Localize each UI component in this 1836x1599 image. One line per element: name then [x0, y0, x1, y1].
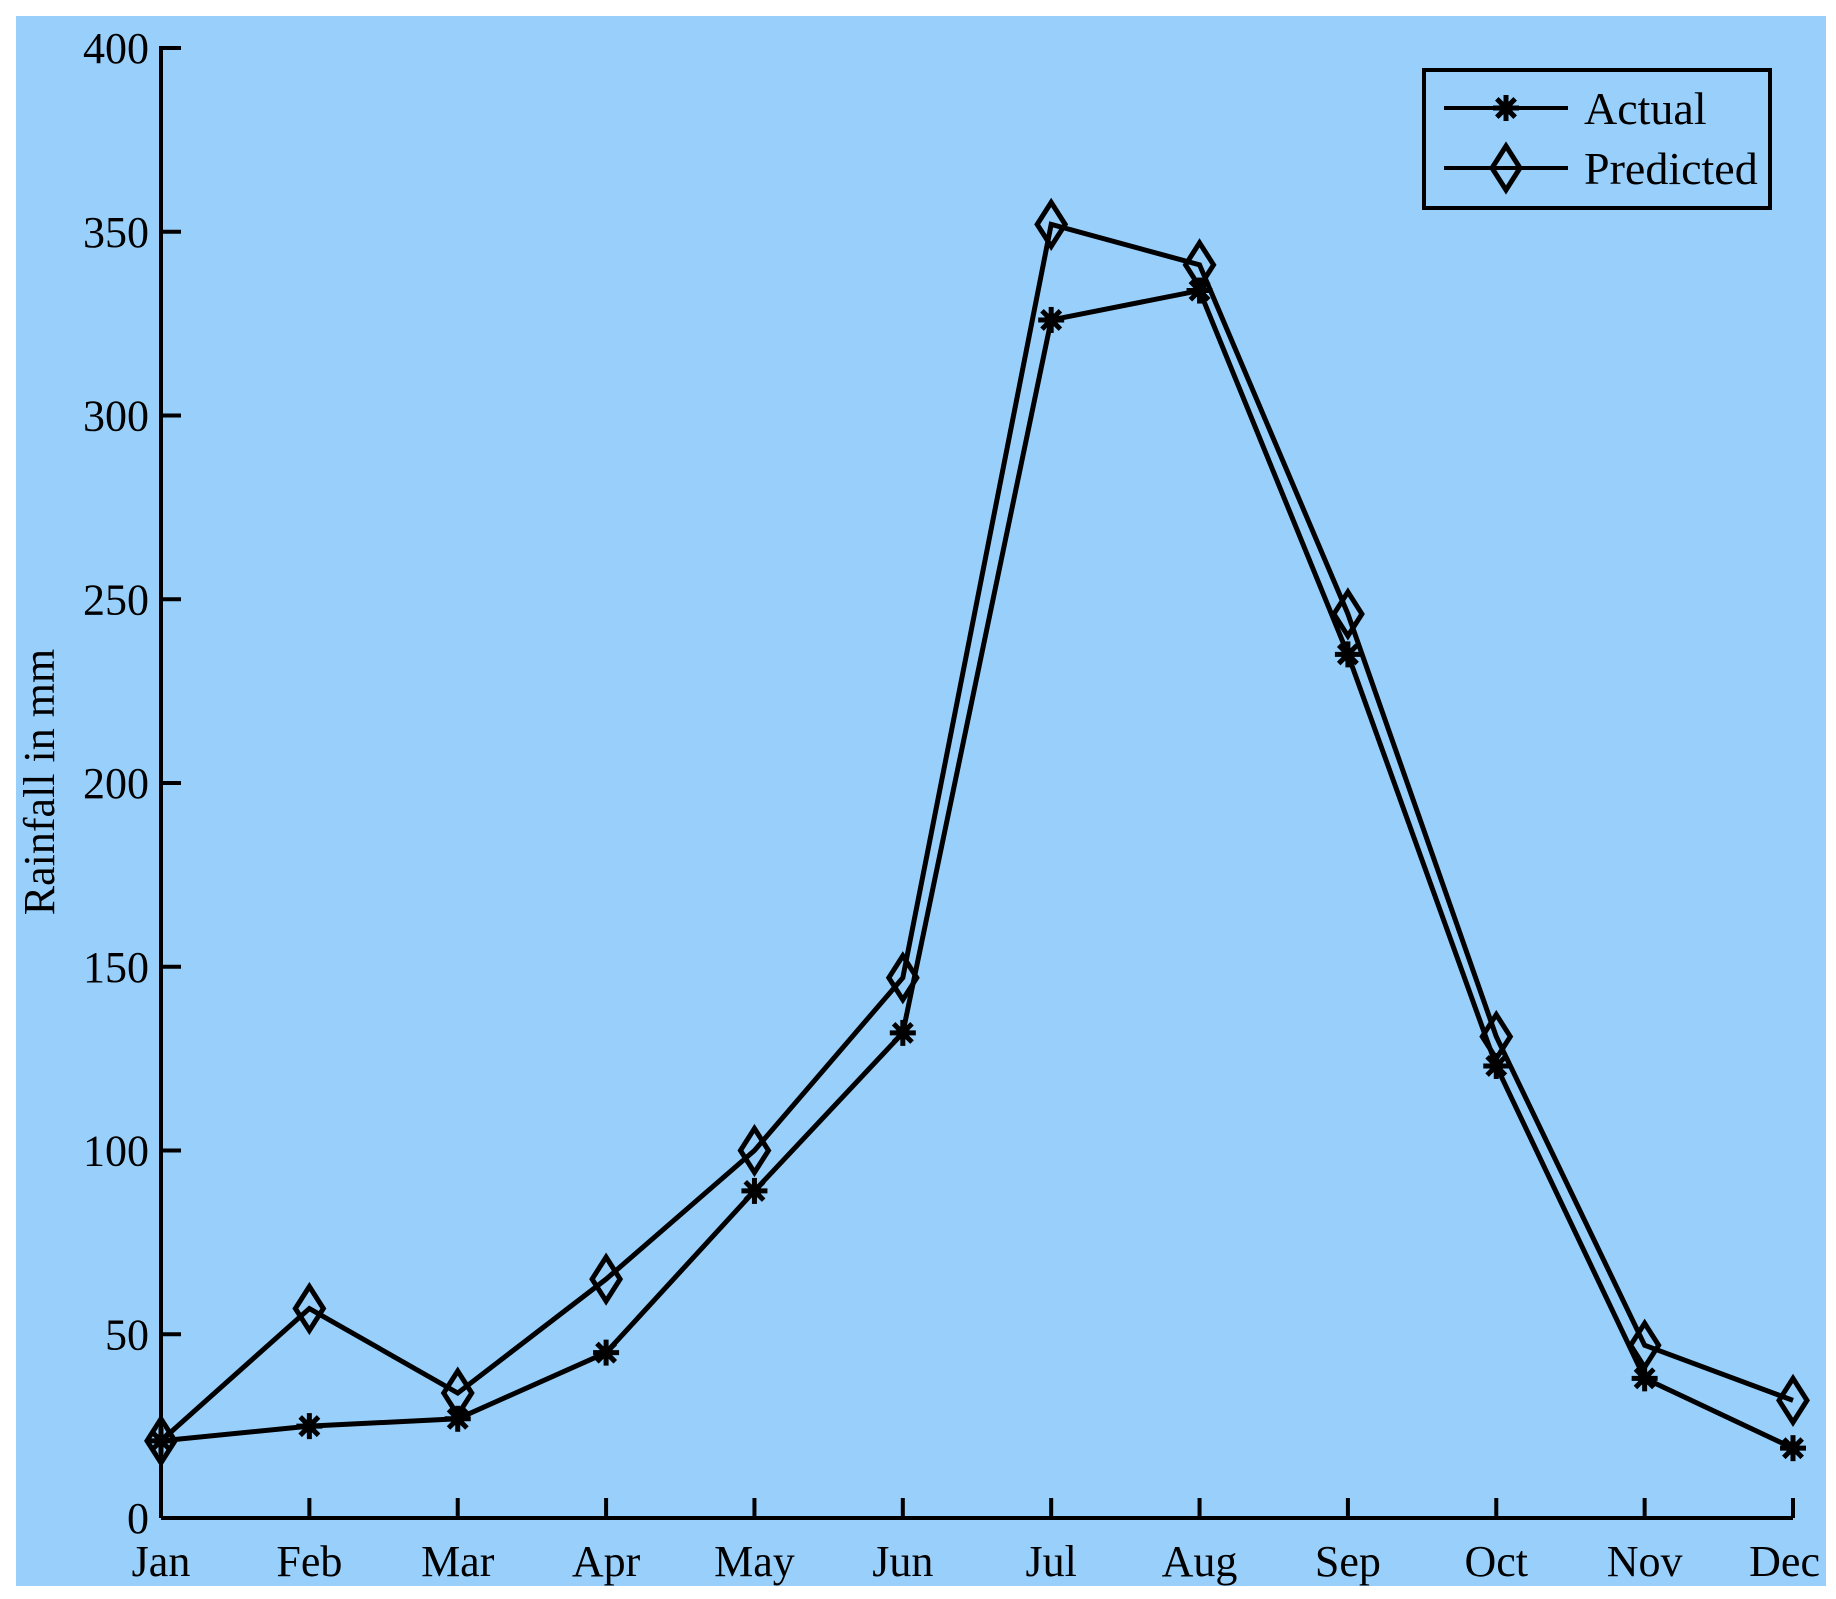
x-tick-label: Mar	[421, 1537, 495, 1586]
data-point-actual	[889, 1019, 916, 1046]
x-tick-label: Jun	[872, 1537, 933, 1586]
data-point-actual	[296, 1413, 323, 1440]
y-tick-label: 300	[83, 392, 149, 441]
y-tick-label: 150	[83, 943, 149, 992]
data-point-actual	[1780, 1435, 1806, 1462]
data-point-predicted	[144, 1414, 178, 1468]
x-tick-label: Oct	[1465, 1537, 1529, 1586]
plot-background	[16, 16, 1826, 1586]
legend-marker-symbol	[1489, 141, 1523, 195]
legend: Actual Predicted	[1422, 68, 1772, 210]
legend-marker-symbol	[1493, 95, 1519, 121]
data-point-predicted	[589, 1252, 624, 1306]
series-line-predicted	[159, 221, 1794, 1443]
legend-marker-predicted	[1489, 141, 1523, 195]
y-tick-label: 200	[83, 759, 149, 808]
x-tick-label: Dec	[1749, 1537, 1820, 1586]
x-tick-label: Jul	[1026, 1537, 1077, 1586]
data-point-actual	[741, 1177, 768, 1204]
data-point-predicted	[1034, 197, 1069, 252]
data-point-actual	[593, 1339, 620, 1366]
y-tick-label: 400	[83, 24, 149, 73]
legend-box	[1422, 68, 1772, 210]
y-tick-label: 350	[83, 208, 149, 257]
x-tick-label: Sep	[1315, 1537, 1381, 1586]
x-tick-label: Aug	[1162, 1537, 1238, 1586]
legend-label-predicted: Predicted	[1584, 143, 1758, 194]
legend-marker-actual	[1493, 95, 1519, 121]
series-line-actual	[160, 287, 1795, 1451]
y-tick-label: 50	[105, 1310, 149, 1359]
x-tick-label: Nov	[1607, 1537, 1683, 1586]
data-point-predicted	[1182, 238, 1217, 292]
data-point-predicted	[885, 951, 920, 1005]
x-tick-label: Jan	[132, 1537, 191, 1586]
x-tick-label: May	[714, 1537, 795, 1586]
legend-label-actual: Actual	[1584, 83, 1707, 134]
y-tick-label: 100	[83, 1127, 149, 1176]
y-tick-label: 0	[127, 1494, 149, 1543]
series-predicted	[144, 197, 1810, 1468]
y-tick-label: 250	[83, 575, 149, 624]
x-tick-label: Apr	[572, 1537, 641, 1586]
data-point-predicted	[737, 1123, 772, 1178]
data-point-predicted	[292, 1281, 327, 1336]
data-point-predicted	[1776, 1373, 1810, 1428]
data-point-predicted	[1479, 1009, 1514, 1064]
data-point-actual	[1038, 306, 1065, 333]
data-point-predicted	[1627, 1318, 1662, 1372]
data-point-actual	[1334, 641, 1361, 668]
y-axis-label: Rainfall in mm	[15, 649, 64, 915]
data-point-predicted	[1330, 587, 1365, 641]
x-tick-label: Feb	[276, 1537, 342, 1586]
data-point-predicted	[440, 1366, 475, 1420]
